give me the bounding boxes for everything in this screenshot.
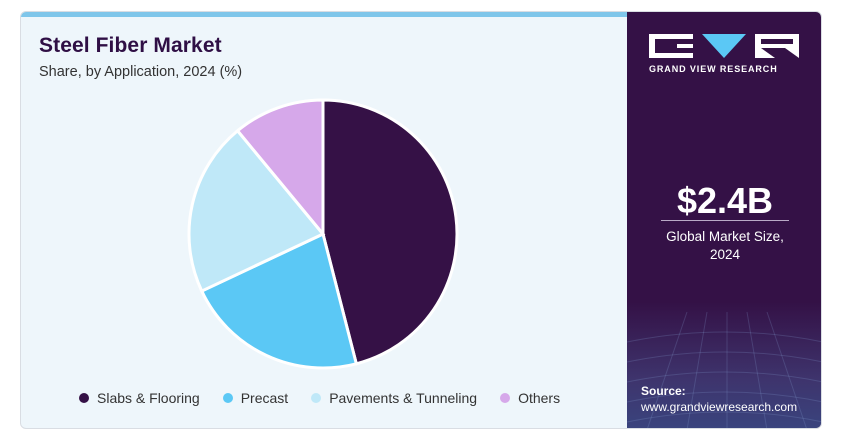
- legend-item: Precast: [222, 390, 289, 406]
- legend-label: Others: [518, 390, 561, 406]
- legend-label: Slabs & Flooring: [97, 390, 200, 406]
- market-size-label-line1: Global Market Size,: [666, 229, 784, 244]
- brand-name: GRAND VIEW RESEARCH: [649, 64, 778, 74]
- chart-panel: Steel Fiber Market Share, by Application…: [21, 12, 627, 428]
- pie-slice-slabs-flooring: [321, 98, 459, 366]
- pie-slice-pavements-tunneling: [187, 128, 326, 294]
- accent-bar: [21, 12, 627, 17]
- logo-g-icon: [649, 34, 693, 58]
- panel-glow: [627, 302, 821, 428]
- legend-item: Others: [500, 390, 560, 406]
- legend-item: Pavements & Tunneling: [311, 390, 477, 406]
- legend-item: Slabs & Flooring: [79, 390, 200, 406]
- summary-panel: GRAND VIEW RESEARCH $2.4B Global Market …: [627, 12, 821, 428]
- legend-swatch: [311, 393, 322, 403]
- source-label: Source:: [641, 384, 686, 398]
- decorative-grid: [627, 312, 821, 428]
- legend-label: Pavements & Tunneling: [329, 390, 478, 406]
- market-size-value: $2.4B: [676, 180, 774, 221]
- chart-subtitle: Share, by Application, 2024 (%): [39, 64, 243, 80]
- market-size-label: Global Market Size, 2024: [627, 228, 821, 264]
- legend-label: Precast: [240, 390, 289, 406]
- legend-swatch: [222, 393, 233, 403]
- brand-logo: GRAND VIEW RESEARCH: [649, 34, 801, 74]
- summary-divider: [661, 220, 789, 221]
- pie-chart: [187, 98, 459, 370]
- logo-v-icon: [702, 34, 746, 58]
- pie-slice-precast: [199, 231, 359, 370]
- legend-swatch: [500, 393, 511, 403]
- pie-slice-others: [235, 98, 325, 239]
- market-size-label-line2: 2024: [709, 247, 741, 262]
- chart-card: Steel Fiber Market Share, by Application…: [20, 11, 822, 429]
- chart-legend: Slabs & Flooring Precast Pavements & Tunne…: [79, 390, 583, 406]
- brand-logo-mark: [649, 34, 799, 58]
- source-url: www.grandviewresearch.com: [641, 400, 798, 414]
- chart-title: Steel Fiber Market: [39, 34, 222, 57]
- legend-swatch: [79, 393, 89, 403]
- logo-r-icon: [755, 34, 799, 58]
